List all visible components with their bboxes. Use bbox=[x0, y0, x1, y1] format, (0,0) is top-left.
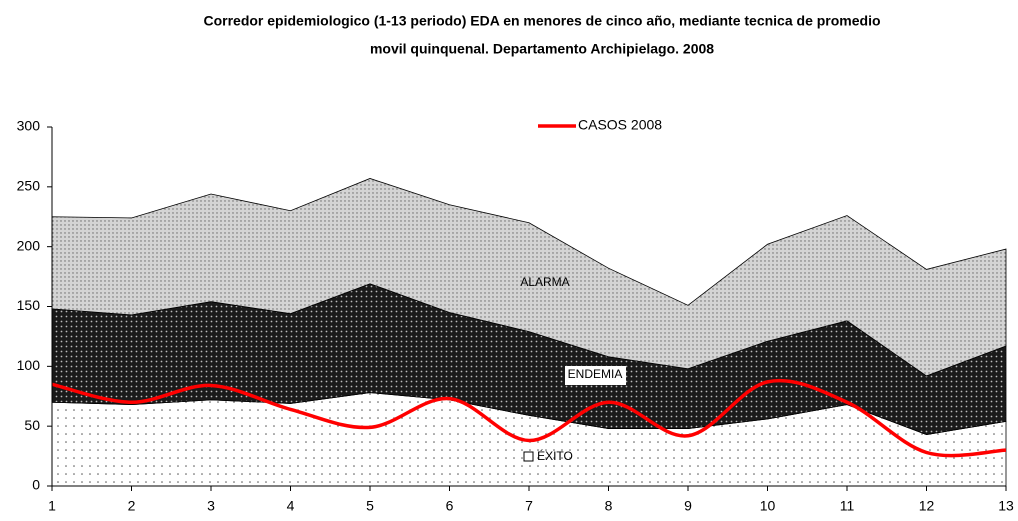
label-box bbox=[565, 366, 626, 385]
legend-swatch bbox=[523, 451, 534, 462]
x-tick-label: 5 bbox=[366, 498, 374, 514]
x-tick-label: 11 bbox=[840, 498, 855, 514]
x-tick-label: 10 bbox=[760, 498, 776, 514]
x-tick-label: 7 bbox=[525, 498, 533, 514]
legend-label: CASOS 2008 bbox=[578, 117, 662, 133]
line bbox=[51, 378, 1007, 458]
x-tick-label: 6 bbox=[446, 498, 454, 514]
x-tick-label: 8 bbox=[605, 498, 613, 514]
y-tick-label: 50 bbox=[24, 417, 40, 433]
area-label: ALARMA bbox=[520, 275, 569, 289]
y-tick-label: 0 bbox=[32, 477, 40, 493]
x-tick-label: 1 bbox=[48, 498, 56, 514]
x-tick-label: 13 bbox=[998, 498, 1014, 514]
y-tick-label: 200 bbox=[17, 237, 41, 253]
x-tick-label: 3 bbox=[207, 498, 215, 514]
area bbox=[51, 178, 1007, 377]
chart-title: Corredor epidemiologico (1-13 periodo) E… bbox=[203, 13, 880, 29]
x-tick-label: 2 bbox=[128, 498, 136, 514]
area-label: ÉXITO bbox=[537, 448, 573, 463]
y-tick-label: 100 bbox=[17, 357, 41, 373]
area-label: ENDEMIA bbox=[568, 367, 623, 381]
chart-title: movil quinquenal. Departamento Archipiel… bbox=[370, 41, 714, 57]
x-tick-label: 4 bbox=[287, 498, 295, 514]
x-tick-label: 12 bbox=[919, 498, 935, 514]
y-tick-label: 250 bbox=[17, 178, 41, 194]
x-tick-label: 9 bbox=[684, 498, 692, 514]
y-tick-label: 150 bbox=[17, 297, 41, 313]
y-tick-label: 300 bbox=[17, 118, 41, 134]
